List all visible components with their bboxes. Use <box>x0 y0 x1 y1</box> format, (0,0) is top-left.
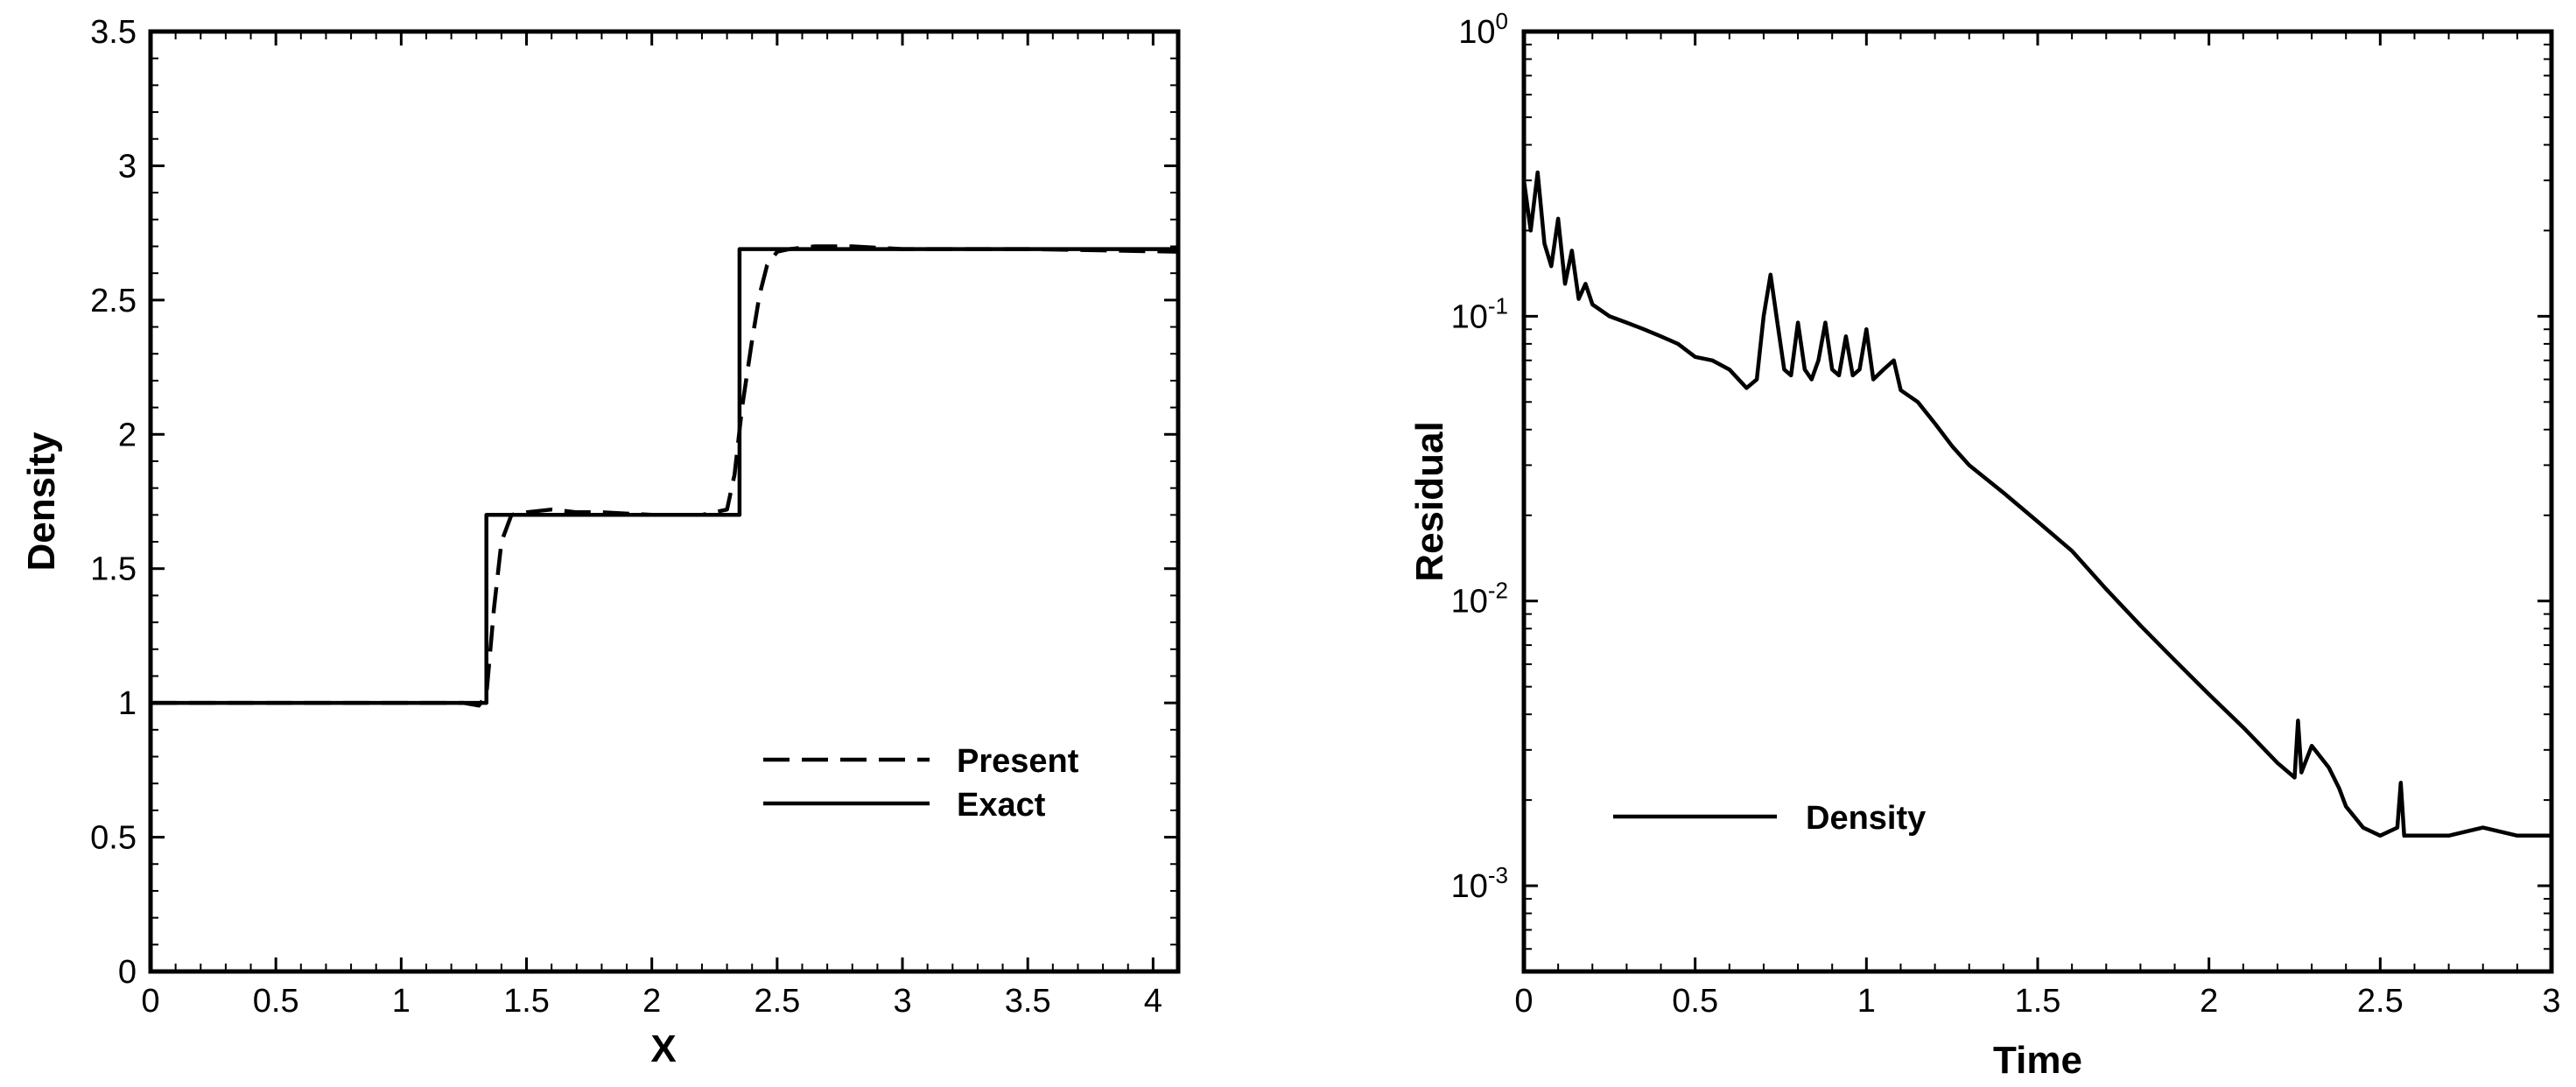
y-tick-label: 100 <box>1458 8 1508 51</box>
density-series <box>151 244 1179 708</box>
residual-legend: Density <box>1613 800 1926 837</box>
x-tick-label: 3 <box>893 983 911 1020</box>
density-plot-frame <box>148 29 1181 974</box>
density-ticks <box>149 30 1179 973</box>
y-tick-label: 10-3 <box>1451 862 1508 905</box>
residual-y-tick-labels: 10-3 10-2 10-1 100 <box>1451 8 1508 905</box>
x-tick-label: 2.5 <box>2357 983 2404 1020</box>
x-tick-label: 0 <box>141 983 159 1020</box>
legend-present-label: Present <box>957 743 1079 780</box>
residual-x-tick-labels: 0 0.5 1 1.5 2 2.5 3 <box>1514 983 2560 1020</box>
x-tick-label: 2.5 <box>754 983 800 1020</box>
residual-plot-frame <box>1521 29 2554 974</box>
x-tick-label: 3 <box>2542 983 2560 1020</box>
y-tick-label: 2.5 <box>90 283 137 319</box>
density-x-tick-labels: 0 0.5 1 1.5 2 2.5 3 3.5 4 <box>141 983 1162 1020</box>
x-tick-label: 2 <box>2200 983 2218 1020</box>
y-tick-label: 0 <box>118 954 137 991</box>
residual-x-axis-title: Time <box>1993 1039 2082 1082</box>
y-tick-label: 0.5 <box>90 820 137 857</box>
residual-chart: 0 0.5 1 1.5 2 2.5 3 10-3 10-2 10-1 100 Time Resid… <box>1408 8 2561 1082</box>
x-tick-label: 0 <box>1514 983 1533 1020</box>
density-y-tick-labels: 0 0.5 1 1.5 2 2.5 3 3.5 <box>90 14 137 991</box>
density-y-axis-title: Density <box>20 431 63 571</box>
x-tick-label: 3.5 <box>1005 983 1051 1020</box>
series-line-exact <box>151 247 1178 705</box>
y-tick-label: 1 <box>118 685 137 722</box>
x-tick-label: 4 <box>1144 983 1162 1020</box>
y-tick-label: 3.5 <box>90 14 137 51</box>
density-chart: 0 0.5 1 1.5 2 2.5 3 3.5 4 0 0.5 1 1.5 2 2.5 3 3.5 X Den… <box>20 14 1181 1070</box>
density-x-axis-title: X <box>650 1027 676 1070</box>
legend-exact-label: Exact <box>957 787 1046 824</box>
legend-density-label: Density <box>1806 800 1926 837</box>
series-line-density <box>1521 170 2551 838</box>
y-tick-label: 3 <box>118 148 137 185</box>
residual-ticks <box>1522 30 2553 972</box>
residual-y-axis-title: Residual <box>1408 421 1451 581</box>
y-tick-label: 1.5 <box>90 551 137 588</box>
density-legend: Present Exact <box>763 743 1079 824</box>
x-tick-label: 0.5 <box>1672 983 1718 1020</box>
y-tick-label: 10-2 <box>1451 578 1508 621</box>
x-tick-label: 1.5 <box>2015 983 2061 1020</box>
x-tick-label: 1.5 <box>503 983 550 1020</box>
x-tick-label: 2 <box>642 983 661 1020</box>
x-tick-label: 0.5 <box>253 983 299 1020</box>
x-tick-label: 1 <box>392 983 411 1020</box>
y-tick-label: 2 <box>118 417 137 453</box>
series-line-present <box>151 244 1179 708</box>
x-tick-label: 1 <box>1857 983 1876 1020</box>
residual-series <box>1521 170 2551 838</box>
y-tick-label: 10-1 <box>1451 292 1508 335</box>
